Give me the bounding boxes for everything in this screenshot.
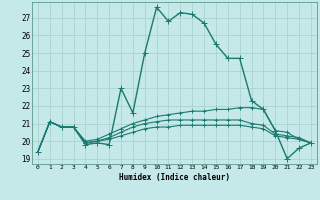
X-axis label: Humidex (Indice chaleur): Humidex (Indice chaleur) [119, 173, 230, 182]
